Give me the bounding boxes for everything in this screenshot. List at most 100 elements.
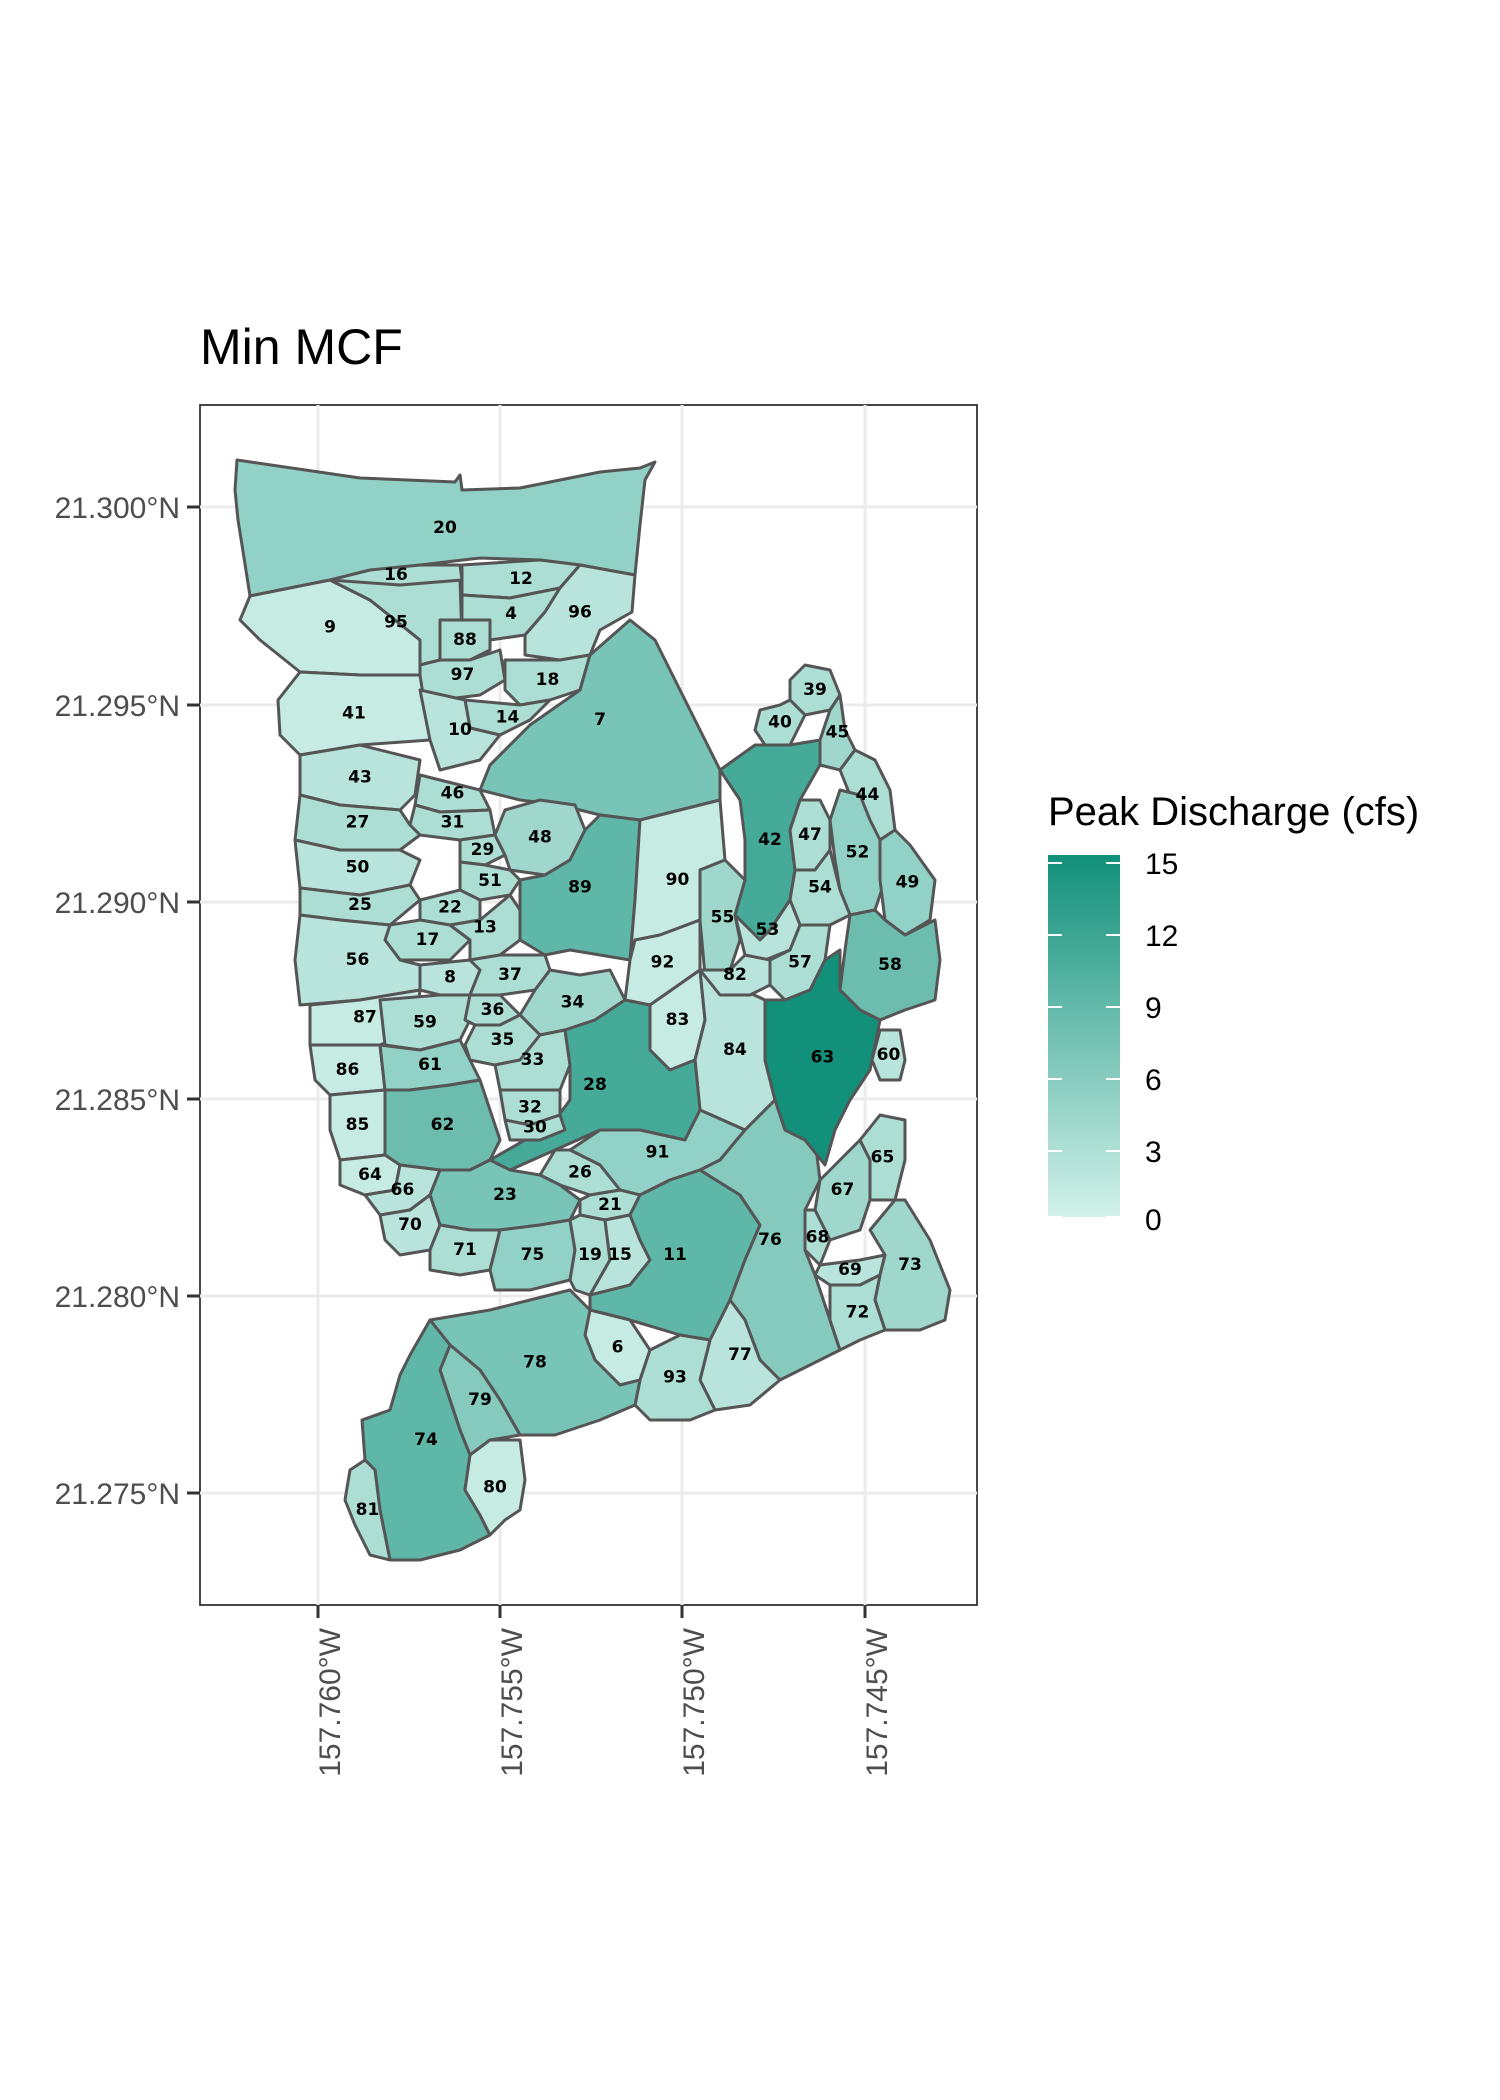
region-label-91: 91 [646, 1143, 670, 1163]
region-label-32: 32 [518, 1098, 542, 1118]
lon-tick-label-4: 157.745°W [861, 1627, 894, 1776]
region-label-41: 41 [342, 704, 366, 724]
region-label-39: 39 [803, 680, 827, 700]
legend-tick-label-0: 0 [1145, 1204, 1162, 1237]
region-93 [633, 1333, 717, 1422]
region-label-8: 8 [444, 968, 456, 988]
region-label-12: 12 [509, 569, 533, 589]
region-label-23: 23 [493, 1185, 517, 1205]
region-label-62: 62 [431, 1115, 455, 1135]
region-88 [438, 618, 492, 662]
region-label-17: 17 [416, 930, 440, 950]
region-60 [870, 1028, 907, 1082]
region-label-44: 44 [856, 785, 880, 805]
lat-tick-label-3: 21.290°N [55, 887, 180, 920]
region-label-4: 4 [505, 604, 517, 624]
region-40 [753, 698, 807, 747]
region-label-48: 48 [528, 828, 552, 848]
region-label-35: 35 [491, 1030, 515, 1050]
region-label-73: 73 [898, 1255, 922, 1275]
region-label-85: 85 [346, 1115, 370, 1135]
region-label-68: 68 [806, 1228, 830, 1248]
region-label-19: 19 [578, 1245, 602, 1265]
region-10 [418, 688, 502, 772]
region-label-37: 37 [498, 965, 522, 985]
region-80 [463, 1438, 527, 1537]
region-label-90: 90 [666, 870, 690, 890]
lat-tick-label-4: 21.285°N [55, 1084, 180, 1117]
region-label-50: 50 [346, 858, 370, 878]
region-label-7: 7 [594, 710, 606, 730]
lat-tick-label-6: 21.275°N [55, 1478, 180, 1511]
region-label-45: 45 [826, 723, 850, 743]
region-label-53: 53 [756, 920, 780, 940]
region-label-10: 10 [448, 720, 472, 740]
region-label-77: 77 [728, 1345, 752, 1365]
region-label-57: 57 [788, 953, 812, 973]
region-label-13: 13 [473, 918, 497, 938]
region-label-15: 15 [608, 1245, 632, 1265]
region-label-88: 88 [453, 630, 477, 650]
region-label-76: 76 [758, 1230, 782, 1250]
region-label-29: 29 [471, 840, 495, 860]
region-label-64: 64 [358, 1165, 382, 1185]
region-29 [458, 833, 507, 867]
region-label-43: 43 [348, 768, 372, 788]
region-label-65: 65 [871, 1148, 895, 1168]
region-74 [360, 1318, 492, 1562]
region-label-79: 79 [468, 1390, 492, 1410]
region-label-82: 82 [723, 965, 747, 985]
region-label-75: 75 [521, 1245, 545, 1265]
region-label-83: 83 [666, 1010, 690, 1030]
region-label-40: 40 [768, 713, 792, 733]
region-63 [763, 948, 882, 1167]
region-16 [328, 563, 464, 587]
legend-title: Peak Discharge (cfs) [1048, 790, 1420, 834]
region-label-34: 34 [561, 993, 585, 1013]
region-label-67: 67 [831, 1180, 855, 1200]
region-label-80: 80 [483, 1478, 507, 1498]
region-label-59: 59 [413, 1013, 437, 1033]
region-label-30: 30 [523, 1118, 547, 1138]
region-label-96: 96 [568, 603, 592, 623]
lon-tick-label-3: 157.750°W [678, 1627, 711, 1776]
region-label-21: 21 [598, 1195, 622, 1215]
region-label-27: 27 [346, 813, 370, 833]
region-label-26: 26 [568, 1163, 592, 1183]
region-label-16: 16 [384, 565, 408, 585]
lat-tick-label-5: 21.280°N [55, 1281, 180, 1314]
lon-tick-label-2: 157.755°W [496, 1627, 529, 1776]
region-73 [868, 1198, 952, 1332]
legend-tick-label-12: 12 [1145, 920, 1178, 953]
region-label-22: 22 [438, 898, 462, 918]
legend-ticks [1048, 862, 1120, 1218]
page-title: Min MCF [200, 319, 403, 375]
legend-tick-label-3: 3 [1145, 1136, 1162, 1169]
region-label-31: 31 [441, 813, 465, 833]
region-label-58: 58 [878, 955, 902, 975]
axis-ticks [187, 505, 867, 1618]
map-regions [233, 458, 952, 1562]
region-label-56: 56 [346, 950, 370, 970]
region-label-78: 78 [523, 1353, 547, 1373]
lon-tick-label-1: 157.760°W [314, 1627, 347, 1776]
region-label-72: 72 [846, 1303, 870, 1323]
region-81 [343, 1458, 392, 1562]
legend-colorbar [1048, 855, 1120, 1217]
region-label-36: 36 [481, 1000, 505, 1020]
region-label-46: 46 [441, 784, 465, 804]
legend-tick-label-15: 15 [1145, 848, 1178, 881]
region-label-61: 61 [418, 1055, 442, 1075]
lat-tick-label-1: 21.300°N [55, 492, 180, 525]
region-label-93: 93 [663, 1368, 687, 1388]
region-label-9: 9 [324, 618, 336, 638]
region-label-51: 51 [478, 871, 502, 891]
region-label-70: 70 [398, 1215, 422, 1235]
region-label-63: 63 [811, 1048, 835, 1068]
region-label-18: 18 [536, 670, 560, 690]
region-18 [503, 653, 592, 707]
region-label-54: 54 [808, 878, 832, 898]
region-68 [803, 1208, 832, 1267]
region-82 [698, 953, 772, 997]
region-label-33: 33 [521, 1050, 545, 1070]
